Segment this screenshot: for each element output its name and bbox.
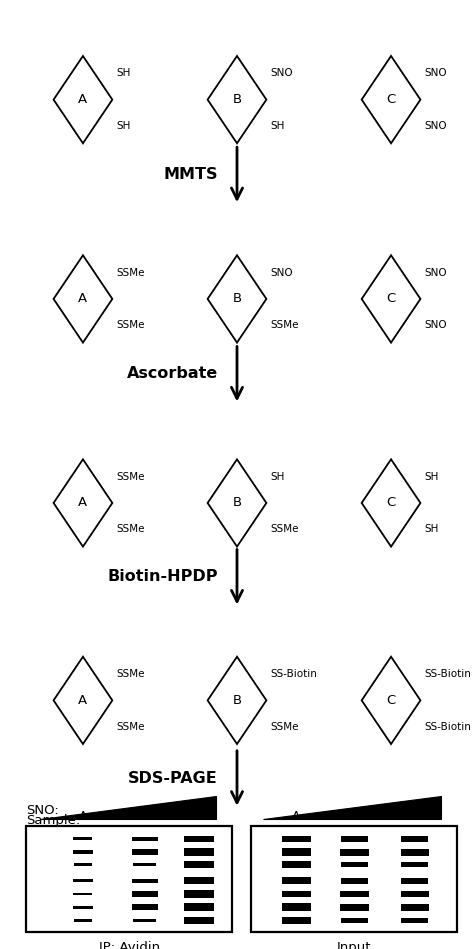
Text: SS-Biotin: SS-Biotin — [424, 669, 471, 679]
Text: SSMe: SSMe — [116, 472, 145, 482]
Text: SH: SH — [424, 524, 438, 534]
Bar — [133, 863, 156, 866]
Text: SSMe: SSMe — [270, 524, 299, 534]
Bar — [184, 862, 214, 867]
Text: A: A — [78, 93, 88, 106]
Bar — [184, 890, 214, 898]
Text: B: B — [232, 694, 242, 707]
Bar — [73, 892, 92, 896]
Text: IP: Avidin: IP: Avidin — [99, 941, 160, 949]
Bar — [341, 878, 368, 884]
Bar — [282, 877, 311, 884]
Bar — [131, 879, 157, 883]
Bar — [401, 849, 429, 856]
Bar — [282, 890, 311, 898]
Text: A: A — [292, 809, 301, 823]
Bar — [282, 903, 311, 911]
Text: SSMe: SSMe — [270, 721, 299, 732]
Bar — [74, 864, 92, 865]
Text: C: C — [386, 694, 396, 707]
Text: Sample:: Sample: — [26, 814, 80, 828]
Text: SS-Biotin: SS-Biotin — [424, 721, 471, 732]
Text: SSMe: SSMe — [116, 524, 145, 534]
Text: SSMe: SSMe — [116, 320, 145, 330]
Polygon shape — [40, 796, 216, 819]
Bar — [184, 848, 214, 856]
Text: SNO: SNO — [424, 320, 447, 330]
Text: C: C — [386, 93, 396, 106]
Bar — [131, 891, 157, 897]
Bar — [401, 878, 428, 884]
Text: C: C — [410, 809, 419, 823]
Text: B: B — [232, 93, 242, 106]
Text: B: B — [232, 496, 242, 510]
Bar — [73, 879, 93, 883]
Text: A: A — [78, 694, 88, 707]
Text: SSMe: SSMe — [116, 268, 145, 278]
Text: SNO: SNO — [424, 68, 447, 79]
Text: C: C — [386, 292, 396, 306]
Polygon shape — [263, 796, 441, 819]
Text: SH: SH — [116, 68, 130, 79]
Text: Input: Input — [337, 941, 372, 949]
Text: A: A — [78, 496, 88, 510]
Bar — [340, 903, 369, 911]
Text: B: B — [350, 809, 359, 823]
Text: SNO: SNO — [270, 268, 293, 278]
Text: SH: SH — [270, 472, 284, 482]
Bar — [401, 862, 428, 867]
Bar — [341, 836, 368, 842]
Bar — [282, 848, 311, 856]
Bar — [74, 919, 92, 922]
Bar — [401, 918, 428, 923]
Bar — [73, 905, 93, 909]
Bar — [73, 850, 93, 854]
Text: SNO: SNO — [424, 121, 447, 131]
Bar — [184, 877, 214, 884]
Bar — [282, 917, 311, 924]
Text: C: C — [195, 809, 203, 823]
Text: Biotin-HPDP: Biotin-HPDP — [108, 569, 218, 585]
Bar — [341, 862, 368, 867]
Text: C: C — [386, 496, 396, 510]
Text: SNO: SNO — [424, 268, 447, 278]
Text: SNO:: SNO: — [26, 804, 59, 817]
Bar — [73, 838, 92, 841]
Bar — [133, 919, 156, 922]
Bar — [340, 849, 369, 856]
Bar — [401, 890, 429, 898]
Text: A: A — [79, 809, 87, 823]
Bar — [401, 836, 428, 842]
Text: SH: SH — [116, 121, 130, 131]
Text: SNO: SNO — [270, 68, 293, 79]
Text: SDS-PAGE: SDS-PAGE — [128, 771, 218, 786]
Bar — [184, 917, 214, 924]
Text: SS-Biotin: SS-Biotin — [270, 669, 317, 679]
Text: A: A — [78, 292, 88, 306]
Bar — [131, 904, 157, 910]
Text: SH: SH — [270, 121, 284, 131]
Bar — [282, 862, 311, 867]
Bar — [184, 836, 214, 843]
Text: SH: SH — [424, 472, 438, 482]
Bar — [184, 903, 214, 911]
Text: Ascorbate: Ascorbate — [127, 366, 218, 381]
Text: MMTS: MMTS — [164, 167, 218, 182]
Bar — [131, 837, 157, 841]
Text: SSMe: SSMe — [116, 669, 145, 679]
Bar — [131, 849, 157, 855]
Text: SSMe: SSMe — [116, 721, 145, 732]
Text: SSMe: SSMe — [270, 320, 299, 330]
Text: B: B — [140, 809, 149, 823]
Bar — [340, 890, 369, 898]
Text: B: B — [232, 292, 242, 306]
Bar — [282, 836, 311, 843]
Bar — [26, 826, 232, 932]
Bar — [341, 918, 368, 923]
Bar — [251, 826, 457, 932]
Bar — [401, 903, 429, 911]
